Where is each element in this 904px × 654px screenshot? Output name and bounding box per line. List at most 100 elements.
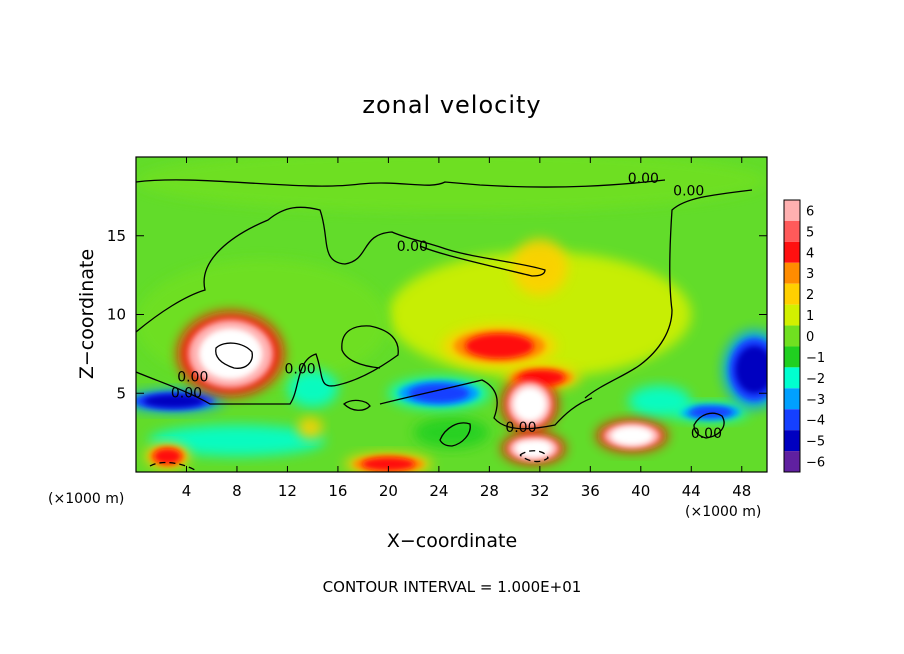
x-tick-label: 48 (732, 482, 751, 500)
colorbar-label: −4 (806, 414, 825, 429)
field-blob-core (361, 457, 415, 471)
field-blob (297, 416, 323, 439)
field-blob-halo (148, 424, 326, 457)
field-blob (722, 330, 767, 409)
colorbar-swatch (784, 346, 800, 368)
colorbar-swatch (784, 430, 800, 452)
colorbar-label: 4 (806, 246, 814, 261)
field-blob (501, 375, 558, 433)
zero-contours (136, 179, 753, 471)
y-axis-label: Z−coordinate (76, 249, 98, 379)
contour-line-left-region (136, 206, 546, 333)
field-blob-halo (136, 157, 767, 213)
contour-line-right-region (584, 189, 753, 399)
y-tick-label: 5 (116, 384, 126, 402)
y-tick-label: 10 (107, 306, 126, 324)
field-blob-core (198, 328, 263, 380)
field-blob-halo (628, 385, 692, 417)
colorbar-label: 5 (806, 225, 814, 240)
colorbar-swatch (784, 304, 800, 326)
field-blob-halo (297, 416, 323, 439)
x-unit-right: (×1000 m) (685, 504, 761, 520)
x-tick-label: 4 (182, 482, 192, 500)
colorbar-label: −2 (806, 372, 825, 387)
contour-label: 0.00 (171, 385, 202, 401)
colorbar-label: 6 (806, 204, 814, 219)
contour-label: 0.00 (691, 426, 722, 442)
contour-line-island-4 (215, 342, 253, 369)
colorbar-label: 2 (806, 288, 814, 303)
colorbar: 6 5 4 3 2 1 0 −1 −2 −3 −4 −5 −6 (783, 199, 825, 473)
contour-line-mid (136, 325, 399, 405)
plot-area: 0.000.000.000.000.000.000.00 0.00 (136, 157, 767, 472)
field-blob (628, 385, 692, 417)
field-blob-core (513, 387, 547, 422)
field-blob-core (735, 346, 767, 394)
x-tick-label: 8 (232, 482, 242, 500)
field-blob (501, 432, 566, 465)
colorbar-frame (783, 199, 801, 473)
x-tick-label: 40 (631, 482, 650, 500)
field-blob (596, 420, 668, 452)
field-blob (287, 369, 338, 408)
y-axis-ticks: 5 10 15 (107, 227, 767, 402)
field-blob-core (408, 383, 470, 403)
contour-label: 0.00 (177, 370, 208, 386)
x-tick-label: 24 (429, 482, 448, 500)
contour-line-dashed (149, 450, 549, 471)
contour-line-island-2 (693, 412, 725, 439)
contour-line-top (136, 179, 666, 188)
colorbar-label: 3 (806, 267, 814, 282)
colorbar-swatch (784, 241, 800, 263)
x-axis-ticks: 4 8 12 16 20 24 28 32 36 40 44 48 (182, 157, 751, 500)
x-tick-label: 16 (328, 482, 347, 500)
field-blob-halo (413, 416, 490, 449)
x-tick-label: 36 (581, 482, 600, 500)
colorbar-swatch (784, 283, 800, 305)
colorbar-swatch (784, 262, 800, 284)
field-blob (144, 443, 191, 469)
colorbar-label: −1 (806, 351, 825, 366)
heatmap-field (136, 157, 767, 472)
contour-label: 0.00 (284, 362, 315, 378)
field-blob-core (153, 448, 182, 464)
chart-title: zonal velocity (362, 91, 541, 119)
colorbar-swatch (784, 451, 800, 472)
field-blob-core (687, 406, 733, 418)
field-blob (512, 238, 568, 296)
contour-label: 0.00 (397, 239, 428, 255)
contour-label: 0.00 (673, 184, 704, 200)
field-blob-halo (512, 238, 568, 296)
field-blob (442, 325, 557, 367)
contour-interval-note: CONTOUR INTERVAL = 1.000E+01 (323, 578, 582, 596)
x-tick-label: 44 (682, 482, 701, 500)
field-blob (148, 424, 326, 457)
colorbar-label: −3 (806, 393, 825, 408)
field-blob-core (610, 426, 654, 446)
x-tick-label: 28 (480, 482, 499, 500)
field-blob (413, 416, 490, 449)
contour-label: 0.00 (505, 420, 536, 436)
colorbar-label: −6 (806, 456, 825, 471)
field-blob-core (465, 333, 534, 359)
x-unit-left: (×1000 m) (48, 491, 124, 507)
field-blob (344, 453, 433, 472)
contour-labels: 0.000.000.000.000.000.000.00 0.00 (171, 171, 722, 442)
field-blob (388, 377, 490, 409)
field-blob-halo (287, 369, 338, 408)
field-blob-core (143, 394, 205, 408)
y-tick-label: 15 (107, 227, 126, 245)
contour-line-low (379, 379, 593, 430)
field-blob (672, 402, 749, 422)
colorbar-swatch (784, 409, 800, 431)
colorbar-swatch (784, 325, 800, 347)
contour-label: 0.00 (628, 171, 659, 187)
colorbar-label: 0 (806, 330, 814, 345)
contour-line-island-1 (439, 422, 471, 447)
x-tick-label: 20 (379, 482, 398, 500)
colorbar-swatch (784, 388, 800, 410)
x-tick-label: 32 (530, 482, 549, 500)
colorbar-swatch (784, 367, 800, 389)
colorbar-swatch (784, 200, 800, 221)
